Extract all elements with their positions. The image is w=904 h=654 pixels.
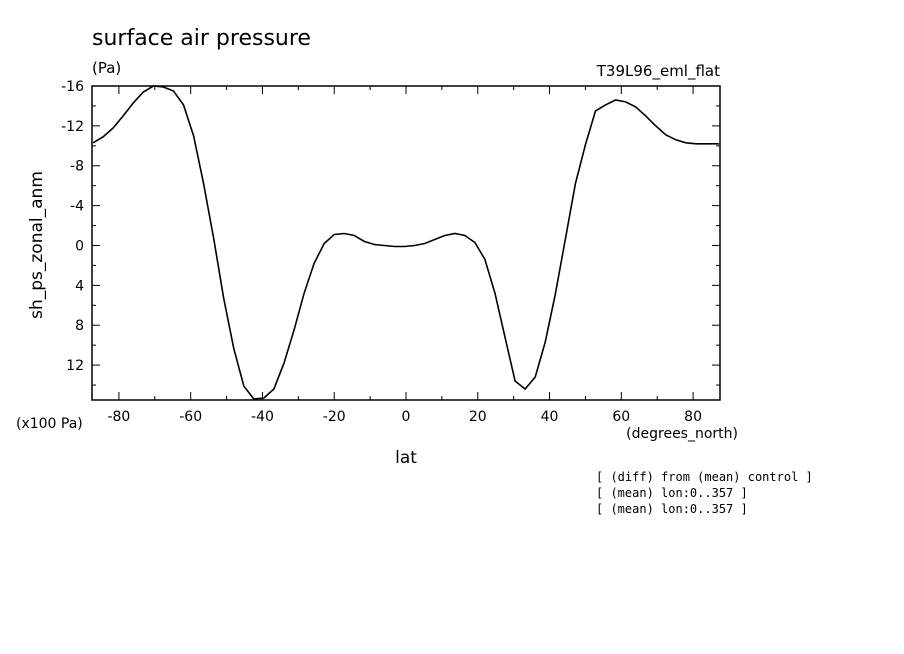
x-tick-label: 40 — [541, 409, 559, 425]
x-tick-label: 80 — [684, 409, 702, 425]
note-line-1: [ (diff) from (mean) control ] — [596, 470, 813, 484]
series-line — [92, 85, 719, 400]
y-tick-label: 0 — [75, 238, 84, 254]
plot-frame — [91, 85, 721, 401]
y-tick-label: 8 — [75, 318, 84, 334]
y-scale-note: (x100 Pa) — [16, 416, 83, 432]
y-axis-label: sh_ps_zonal_anm — [27, 171, 47, 319]
note-line-2: [ (mean) lon:0..357 ] — [596, 486, 748, 500]
y-tick-label: -8 — [70, 159, 84, 175]
chart-title: surface air pressure — [92, 26, 311, 51]
x-tick-label: 60 — [612, 409, 630, 425]
note-line-3: [ (mean) lon:0..357 ] — [596, 502, 748, 516]
y-tick-label: 4 — [75, 278, 84, 294]
x-tick-label: 20 — [469, 409, 487, 425]
run-label: T39L96_eml_flat — [596, 62, 720, 81]
x-units-label: (degrees_north) — [626, 426, 738, 442]
y-tick-label: -16 — [61, 79, 84, 95]
x-tick-label: -40 — [251, 409, 274, 425]
x-ticks: -80 -60 -40 -20 0 20 40 60 80 — [107, 86, 702, 425]
chart-units: (Pa) — [92, 59, 121, 77]
x-axis-label: lat — [395, 448, 417, 468]
x-tick-label: -20 — [323, 409, 346, 425]
y-tick-label: -4 — [70, 199, 84, 215]
x-tick-label: -80 — [107, 409, 130, 425]
x-tick-label: -60 — [179, 409, 202, 425]
x-tick-label: 0 — [402, 409, 411, 425]
y-tick-label: 12 — [66, 358, 84, 374]
y-tick-label: -12 — [61, 119, 84, 135]
y-ticks: -16 -12 -8 -4 0 4 8 12 — [61, 79, 720, 386]
